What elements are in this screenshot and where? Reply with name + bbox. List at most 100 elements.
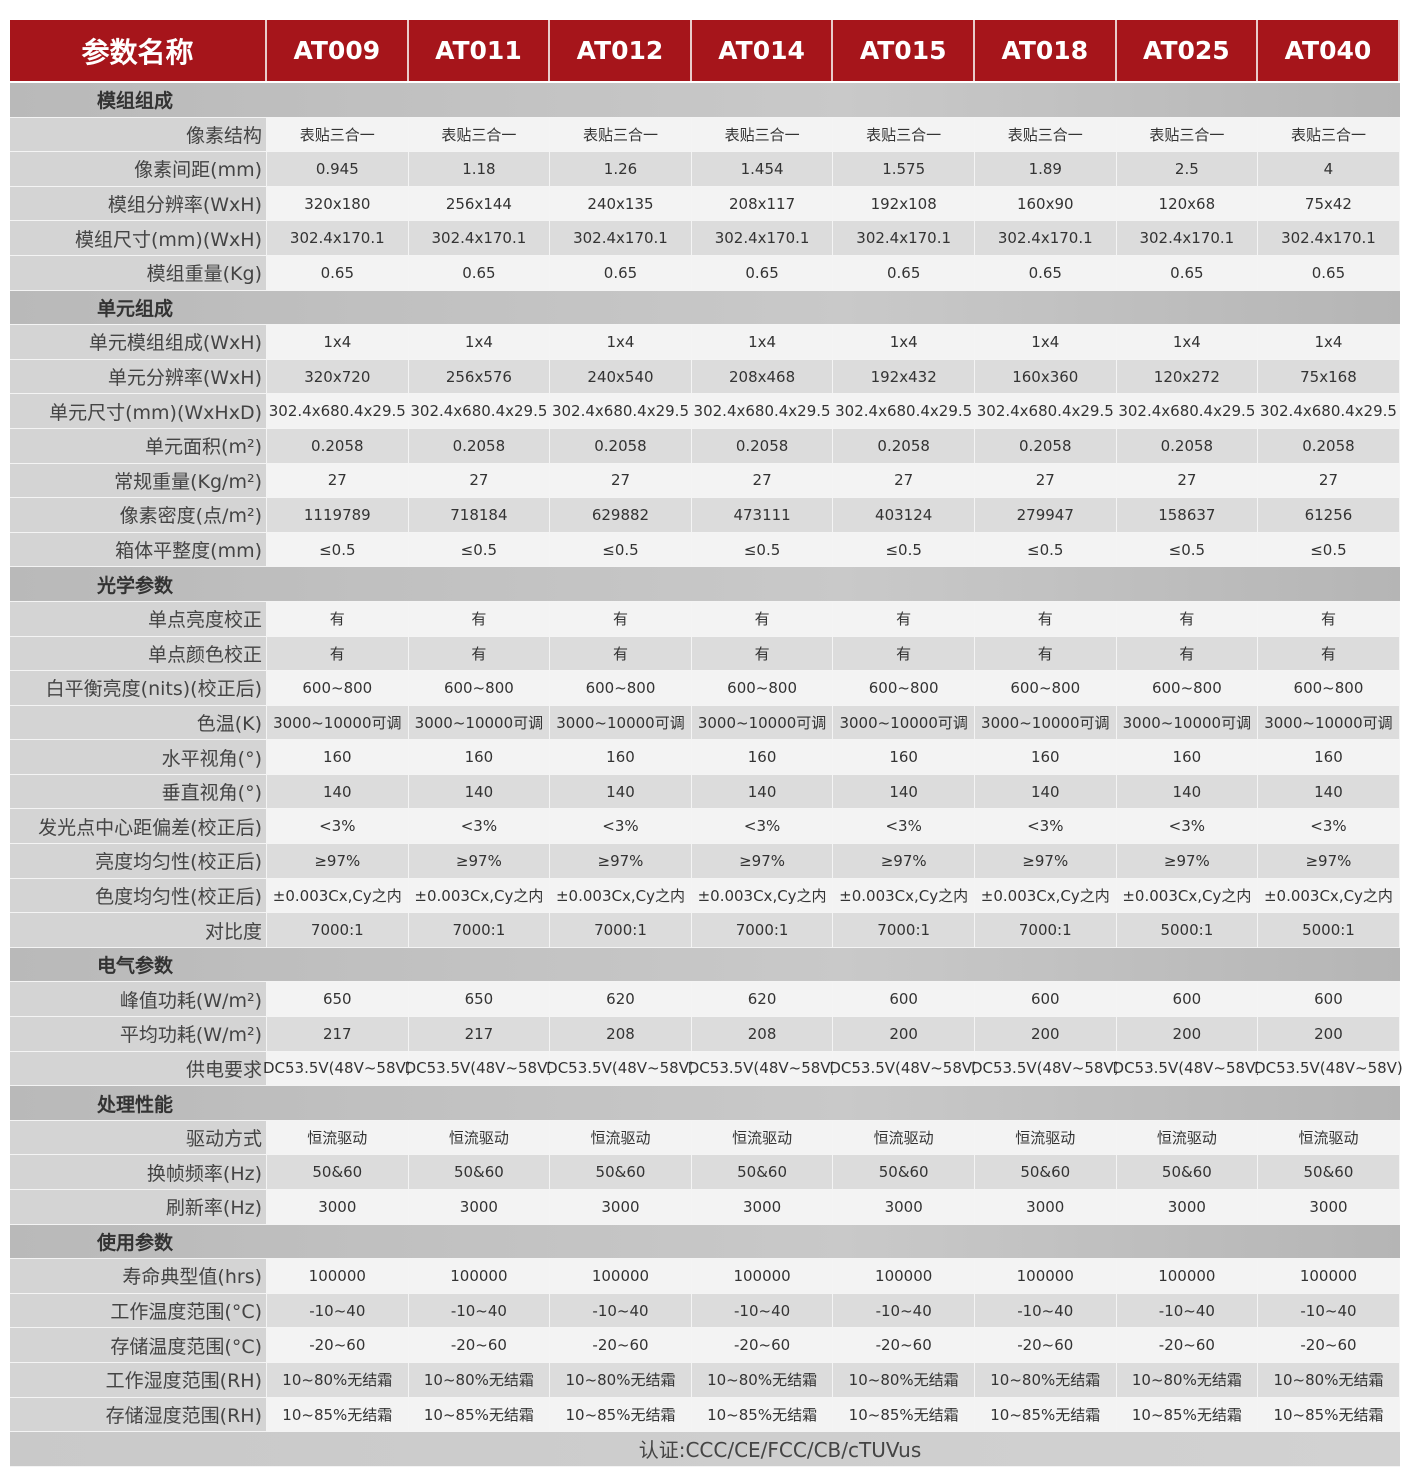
row-label: 寿命典型值(hrs) (10, 1259, 267, 1293)
table-cell: 恒流驱动 (833, 1120, 975, 1155)
param-name-header: 参数名称 (10, 20, 267, 81)
table-cell: 3000 (267, 1190, 409, 1224)
table-cell: 有 (1116, 601, 1259, 636)
table-row: 垂直视角(°) 140 140 140 140 140 140 140 140 (10, 774, 1400, 810)
table-cell: 0.945 (267, 152, 409, 186)
table-cell: 600~800 (408, 671, 551, 705)
table-cell: 表贴三合一 (974, 117, 1117, 152)
table-cell: 50&60 (408, 1155, 551, 1189)
table-cell: DC53.5V(48V~58V) (263, 1051, 412, 1086)
table-cell: 表贴三合一 (1258, 117, 1400, 152)
table-cell: 256x144 (408, 186, 551, 221)
table-cell: 有 (833, 601, 975, 636)
table-row: 单元分辨率(WxH) 320x720 256x576 240x540 208x468 19… (10, 359, 1400, 395)
row-label: 单点颜色校正 (10, 636, 267, 671)
table-cell: 302.4x680.4x29.5 (267, 394, 409, 428)
table-cell: 302.4x170.1 (1258, 221, 1400, 255)
table-row: 单点颜色校正有有有有有有有有 (10, 636, 1400, 672)
table-row: 工作湿度范围(RH) 10~80%无结霜 10~80%无结霜 10~80%无结霜 10~… (10, 1362, 1400, 1398)
table-cell: 240x540 (550, 359, 692, 394)
table-cell: 140 (833, 774, 975, 809)
table-cell: 160 (691, 740, 834, 774)
table-cell: 600~800 (974, 671, 1117, 705)
table-cell: 7000:1 (408, 913, 551, 947)
table-cell: 302.4x170.1 (408, 221, 551, 255)
table-cell: 140 (550, 774, 692, 809)
row-label: 像素密度(点/m²) (10, 498, 267, 532)
table-cell: 302.4x680.4x29.5 (691, 394, 834, 428)
table-cell: 恒流驱动 (974, 1120, 1117, 1155)
table-cell: 0.65 (408, 255, 551, 290)
table-cell: 10~80%无结霜 (408, 1362, 551, 1397)
table-cell: 1x4 (267, 325, 409, 359)
table-row: 寿命典型值(hrs) 100000 100000 100000 100000 100000… (10, 1259, 1400, 1294)
table-row: 亮度均匀性(校正后) ≥97% ≥97% ≥97% ≥97% ≥97% ≥97% ≥97% ≥9… (10, 844, 1400, 879)
section-header: 单元组成 (10, 290, 1400, 326)
table-cell: 320x720 (267, 359, 409, 394)
table-cell: 27 (550, 463, 692, 498)
table-cell: ≤0.5 (1258, 532, 1400, 567)
section-header: 模组组成 (10, 83, 1400, 118)
table-cell: 恒流驱动 (267, 1120, 409, 1155)
table-row: 对比度 7000:1 7000:1 7000:1 7000:1 7000:1 7000:1 5… (10, 913, 1400, 948)
row-label: 对比度 (10, 913, 267, 947)
table-cell: 302.4x170.1 (691, 221, 834, 255)
table-cell: ≥97% (1116, 844, 1259, 878)
table-cell: 100000 (974, 1259, 1117, 1293)
row-label: 像素间距(mm) (10, 152, 267, 186)
table-cell: 表贴三合一 (550, 117, 692, 152)
table-cell: 600~800 (267, 671, 409, 705)
table-row: 供电要求 DC53.5V(48V~58V) DC53.5V(48V~58V) DC53… (10, 1051, 1403, 1087)
table-cell: 1.454 (691, 152, 834, 186)
table-cell: 200 (1258, 1017, 1400, 1051)
table-cell: 10~80%无结霜 (833, 1362, 975, 1397)
table-cell: <3% (267, 809, 409, 844)
table-cell: 有 (267, 636, 409, 671)
table-cell: <3% (408, 809, 551, 844)
table-cell: ≥97% (408, 844, 551, 878)
table-cell: 0.65 (1258, 255, 1400, 290)
table-cell: 3000 (1116, 1190, 1259, 1224)
table-cell: 302.4x680.4x29.5 (1258, 394, 1400, 428)
table-cell: <3% (691, 809, 834, 844)
row-label: 模组尺寸(mm)(WxH) (10, 221, 267, 255)
table-cell: 有 (974, 601, 1117, 636)
table-cell: 100000 (1258, 1259, 1400, 1293)
row-label: 驱动方式 (10, 1120, 267, 1155)
table-cell: 恒流驱动 (1116, 1120, 1259, 1155)
table-cell: <3% (550, 809, 692, 844)
table-cell: 恒流驱动 (691, 1120, 834, 1155)
table-cell: 100000 (691, 1259, 834, 1293)
table-cell: 200 (833, 1017, 975, 1051)
table-cell: 10~80%无结霜 (1116, 1362, 1259, 1397)
table-cell: 5000:1 (1116, 913, 1259, 947)
table-row: 常规重量(Kg/m²) 27 27 27 27 27 27 27 27 (10, 463, 1400, 499)
table-cell: 3000~10000可调 (408, 705, 551, 740)
table-cell: 表贴三合一 (833, 117, 975, 152)
table-row: 水平视角(°) 160 160 160 160 160 160 160 160 (10, 740, 1400, 775)
table-row: 色度均匀性(校正后) ±0.003Cx,Cy之内 ±0.003Cx,Cy之内 ±0.0… (10, 878, 1400, 914)
table-cell: 160 (408, 740, 551, 774)
table-cell: 10~85%无结霜 (833, 1397, 975, 1432)
table-cell: 10~85%无结霜 (1116, 1397, 1259, 1432)
table-cell: ±0.003Cx,Cy之内 (1116, 878, 1259, 913)
table-cell: 1x4 (550, 325, 692, 359)
table-cell: 302.4x680.4x29.5 (1116, 394, 1259, 428)
table-cell: ±0.003Cx,Cy之内 (550, 878, 692, 913)
table-cell: 1x4 (833, 325, 975, 359)
table-cell: 0.2058 (267, 428, 409, 463)
table-cell: 1x4 (974, 325, 1117, 359)
table-cell: 10~85%无结霜 (408, 1397, 551, 1432)
table-cell: 160x90 (974, 186, 1117, 221)
table-cell: 50&60 (550, 1155, 692, 1189)
row-label: 箱体平整度(mm) (10, 532, 267, 567)
table-cell: -10~40 (267, 1293, 409, 1328)
table-cell: DC53.5V(48V~58V) (405, 1051, 553, 1086)
table-cell: ≥97% (550, 844, 692, 878)
table-cell: 192x432 (833, 359, 975, 394)
table-row: 单点亮度校正有有有有有有有有 (10, 601, 1400, 637)
table-cell: DC53.5V(48V~58V) (829, 1051, 978, 1086)
table-cell: 120x272 (1116, 359, 1259, 394)
table-cell: 160 (1116, 740, 1259, 774)
table-cell: 27 (1258, 463, 1400, 498)
